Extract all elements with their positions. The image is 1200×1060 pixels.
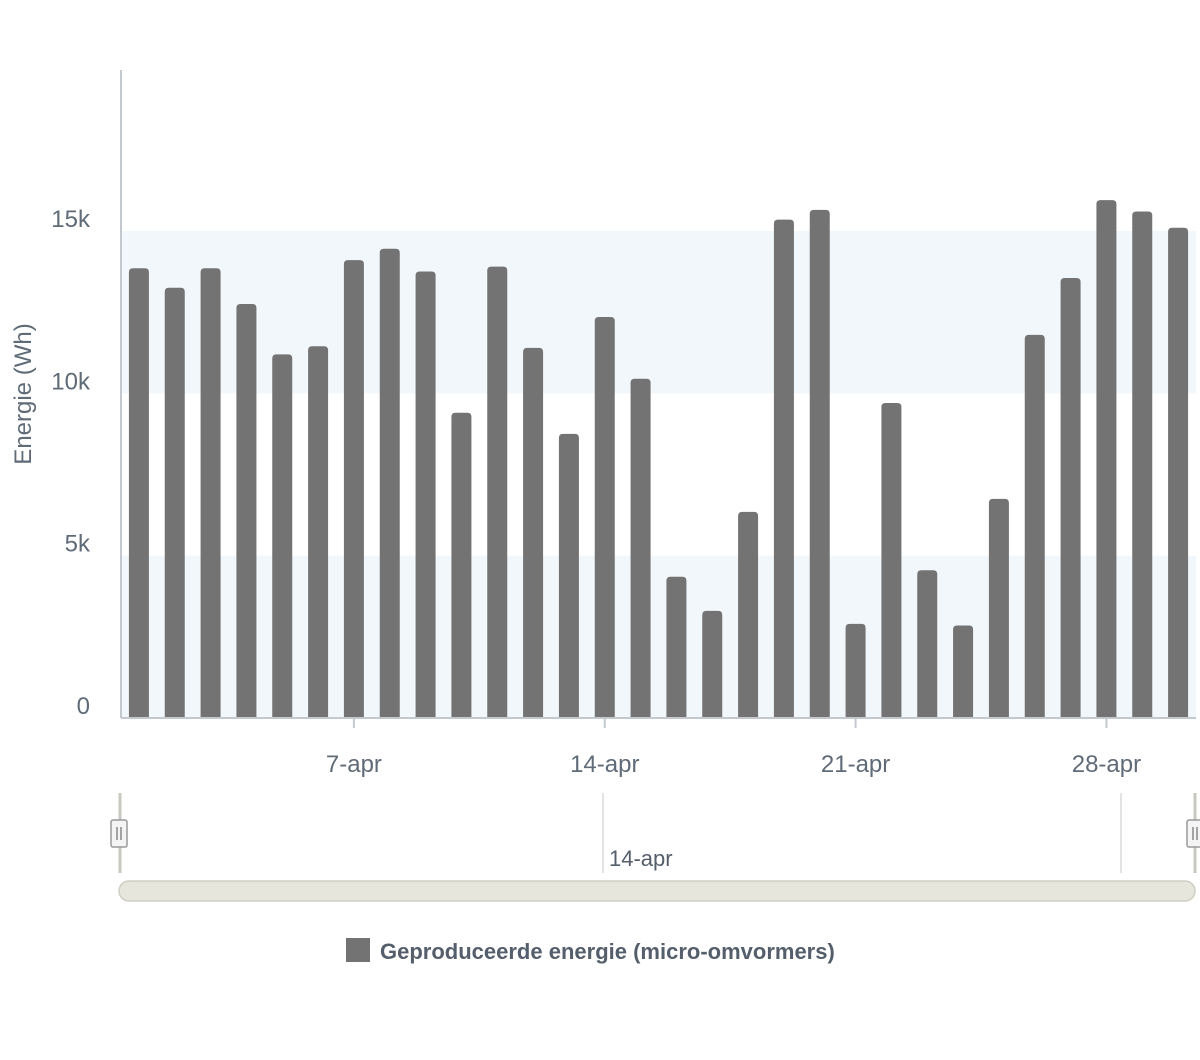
y-tick-label: 0 bbox=[77, 693, 90, 720]
y-tick-labels: 0 5k 10k 15k bbox=[51, 206, 91, 720]
bar[interactable] bbox=[917, 570, 938, 718]
bar[interactable] bbox=[236, 304, 257, 718]
bar[interactable] bbox=[1024, 334, 1045, 718]
bar[interactable] bbox=[666, 576, 687, 718]
bar[interactable] bbox=[1096, 200, 1117, 718]
y-axis-title: Energie (Wh) bbox=[10, 323, 37, 464]
bar[interactable] bbox=[1060, 278, 1081, 718]
bar[interactable] bbox=[809, 209, 830, 719]
bar[interactable] bbox=[738, 511, 759, 718]
bar[interactable] bbox=[1168, 227, 1189, 718]
y-tick-label: 5k bbox=[65, 531, 91, 558]
bar[interactable] bbox=[379, 248, 400, 718]
bar[interactable] bbox=[415, 271, 436, 718]
bar[interactable] bbox=[523, 347, 544, 718]
bar[interactable] bbox=[1132, 211, 1153, 718]
navigator[interactable]: 14-apr bbox=[110, 793, 1200, 902]
bar[interactable] bbox=[128, 268, 149, 718]
legend-label: Geproduceerde energie (micro-omvormers) bbox=[380, 939, 835, 964]
bar[interactable] bbox=[881, 403, 902, 718]
plot-band bbox=[121, 230, 1196, 394]
bar[interactable] bbox=[702, 610, 723, 718]
x-tick-label: 28-apr bbox=[1072, 751, 1141, 778]
bar[interactable] bbox=[558, 433, 579, 718]
bar[interactable] bbox=[343, 260, 364, 718]
plot-bands bbox=[121, 230, 1196, 718]
navigator-left-handle[interactable] bbox=[110, 819, 128, 848]
bar[interactable] bbox=[988, 498, 1009, 718]
scrollbar-track[interactable] bbox=[118, 880, 1196, 902]
x-tick-label: 14-apr bbox=[570, 751, 639, 778]
bar[interactable] bbox=[200, 268, 221, 718]
bar[interactable] bbox=[487, 266, 508, 718]
bar[interactable] bbox=[773, 219, 794, 718]
bar[interactable] bbox=[451, 412, 472, 718]
bar[interactable] bbox=[594, 316, 615, 718]
legend-swatch bbox=[346, 938, 370, 962]
x-tick-label: 7-apr bbox=[326, 751, 382, 778]
bar[interactable] bbox=[953, 625, 974, 718]
legend[interactable]: Geproduceerde energie (micro-omvormers) bbox=[346, 938, 835, 964]
bar[interactable] bbox=[272, 354, 293, 718]
bar[interactable] bbox=[164, 287, 185, 718]
plot-band bbox=[121, 555, 1196, 718]
y-tick-label: 10k bbox=[51, 368, 91, 395]
navigator-date-label: 14-apr bbox=[609, 846, 673, 871]
x-tick-label: 21-apr bbox=[821, 751, 890, 778]
bar[interactable] bbox=[630, 378, 651, 718]
bar[interactable] bbox=[308, 346, 329, 718]
y-tick-label: 15k bbox=[51, 206, 91, 233]
bar-series[interactable] bbox=[128, 200, 1189, 719]
bar[interactable] bbox=[845, 623, 866, 718]
x-tick-labels: 7-apr 14-apr 21-apr 28-apr bbox=[326, 718, 1141, 778]
navigator-right-handle[interactable] bbox=[1186, 819, 1200, 848]
